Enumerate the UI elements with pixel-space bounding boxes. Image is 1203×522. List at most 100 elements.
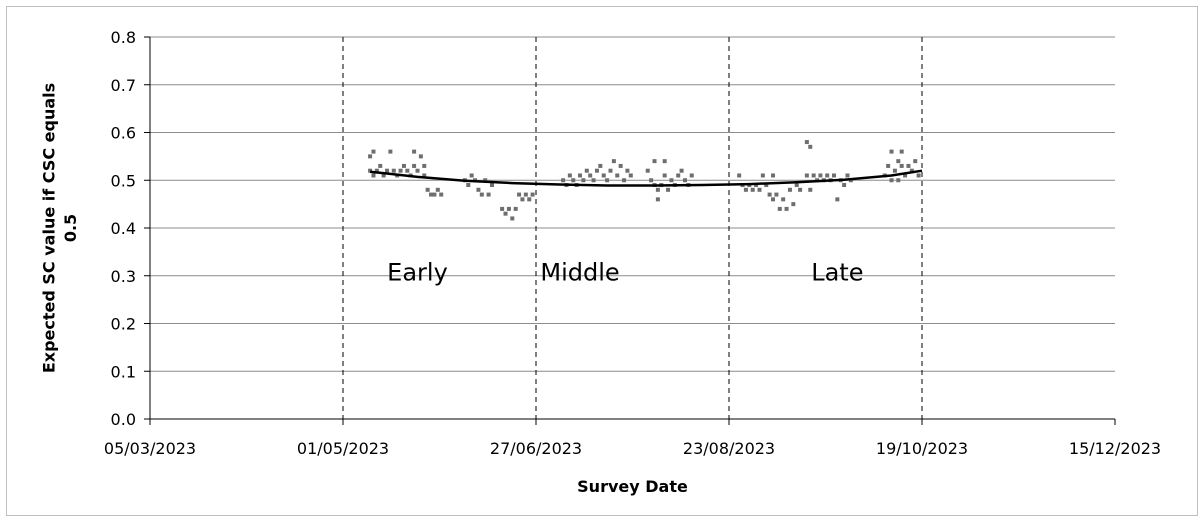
data-point [439,192,444,197]
x-tick-label: 27/06/2023 [490,439,582,458]
data-point [605,178,610,183]
data-point [916,173,921,178]
data-point [831,173,836,178]
data-point [886,163,891,168]
data-point [385,168,390,173]
data-point [652,159,657,164]
data-point [530,192,535,197]
data-point [594,168,599,173]
data-point [889,178,894,183]
data-point [750,187,755,192]
data-point [625,168,630,173]
data-point [655,197,660,202]
data-point [889,149,894,154]
data-point [913,159,918,164]
data-point [368,154,373,159]
period-label: Late [811,259,863,287]
y-tick-label: 0.7 [111,76,136,95]
data-point [381,173,386,178]
data-point [662,159,667,164]
data-point [591,178,596,183]
data-point [418,154,423,159]
data-point [483,178,488,183]
data-point [425,187,430,192]
data-point [903,173,908,178]
data-point [757,187,762,192]
y-tick-label: 0.0 [111,410,136,429]
data-point [608,168,613,173]
data-point [892,168,897,173]
data-point [615,173,620,178]
y-tick-label: 0.8 [111,28,136,47]
data-point [513,206,518,211]
data-point [435,187,440,192]
data-point [682,178,687,183]
data-point [500,206,505,211]
data-point [520,197,525,202]
data-point [618,163,623,168]
data-point [391,168,396,173]
data-point [764,183,769,188]
data-point [835,197,840,202]
data-point [825,173,830,178]
data-point [506,206,511,211]
y-tick-label: 0.3 [111,267,136,286]
trend-line [369,169,923,187]
data-point [909,168,914,173]
y-axis-title-line-2: 0.5 [61,214,80,242]
data-point [743,187,748,192]
data-point [896,178,901,183]
data-point [611,159,616,164]
x-tick-label: 15/12/2023 [1069,439,1161,458]
data-point [662,173,667,178]
data-point [791,202,796,207]
data-point [649,178,654,183]
data-point [804,173,809,178]
data-point [368,168,373,173]
y-tick-label: 0.2 [111,315,136,334]
data-point [899,149,904,154]
data-point [432,192,437,197]
data-point [655,187,660,192]
data-point [489,183,494,188]
data-point [479,192,484,197]
data-point [794,183,799,188]
y-tick-label: 0.4 [111,219,136,238]
data-point [771,197,776,202]
data-point [598,163,603,168]
data-point [466,183,471,188]
data-point [896,159,901,164]
data-point [771,173,776,178]
period-label: Early [387,259,448,287]
data-point [808,144,813,149]
x-tick-label: 19/10/2023 [876,439,968,458]
data-point [429,192,434,197]
data-point [845,173,850,178]
data-point [760,173,765,178]
period-label: Middle [540,259,619,287]
data-point [371,173,376,178]
data-point [578,173,583,178]
y-tick-label: 0.1 [111,362,136,381]
y-axis-title: Expected SC value if CSC equals 0.5 [39,83,80,373]
y-tick-label: 0.6 [111,124,136,143]
data-point [777,206,782,211]
data-point [679,168,684,173]
data-point [804,140,809,145]
data-point [584,168,589,173]
data-point [527,197,532,202]
data-point [412,149,417,154]
data-point [808,187,813,192]
data-point [510,216,515,221]
data-point [523,192,528,197]
data-point [469,173,474,178]
data-point [401,163,406,168]
data-point [818,173,823,178]
data-point [415,168,420,173]
data-point [628,173,633,178]
x-axis-title: Survey Date [577,477,688,496]
data-point [517,192,522,197]
data-point [374,168,379,173]
data-point [899,163,904,168]
data-point [486,192,491,197]
